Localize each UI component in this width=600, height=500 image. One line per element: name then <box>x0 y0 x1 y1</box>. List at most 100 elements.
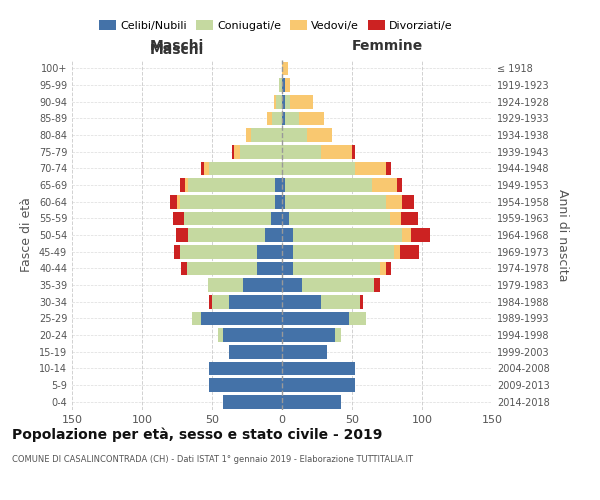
Bar <box>245 128 251 142</box>
Bar <box>401 212 418 225</box>
Bar <box>352 145 355 158</box>
Bar <box>282 312 349 325</box>
Bar <box>307 128 332 142</box>
Bar <box>282 78 285 92</box>
Bar <box>411 228 430 242</box>
Bar <box>201 162 203 175</box>
Bar <box>282 112 285 125</box>
Text: Femmine: Femmine <box>352 39 422 53</box>
Bar <box>187 262 257 275</box>
Bar <box>209 162 282 175</box>
Bar <box>271 212 282 225</box>
Bar <box>235 145 240 158</box>
Bar <box>218 328 223 342</box>
Bar <box>403 195 413 208</box>
Text: Popolazione per età, sesso e stato civile - 2019: Popolazione per età, sesso e stato civil… <box>12 428 382 442</box>
Bar <box>371 178 397 192</box>
Bar <box>240 145 282 158</box>
Bar <box>180 245 257 258</box>
Bar <box>282 162 355 175</box>
Bar <box>212 295 229 308</box>
Bar <box>180 178 185 192</box>
Bar <box>282 345 327 358</box>
Bar <box>188 228 265 242</box>
Bar <box>282 245 293 258</box>
Bar <box>285 195 386 208</box>
Bar <box>282 62 287 75</box>
Bar <box>173 212 184 225</box>
Bar <box>274 95 277 108</box>
Bar <box>282 128 307 142</box>
Bar <box>174 245 180 258</box>
Bar <box>321 145 352 158</box>
Bar <box>302 278 374 292</box>
Bar <box>403 228 411 242</box>
Bar <box>184 212 271 225</box>
Bar <box>229 295 282 308</box>
Bar <box>361 295 363 308</box>
Bar <box>285 95 290 108</box>
Bar <box>208 278 243 292</box>
Bar <box>193 312 201 325</box>
Bar <box>386 195 403 208</box>
Bar <box>282 378 355 392</box>
Bar <box>282 278 302 292</box>
Bar <box>251 128 282 142</box>
Bar <box>282 328 335 342</box>
Bar <box>335 328 341 342</box>
Bar <box>265 228 282 242</box>
Bar <box>386 162 391 175</box>
Bar <box>390 212 401 225</box>
Bar <box>285 112 299 125</box>
Bar <box>394 245 400 258</box>
Bar <box>223 328 282 342</box>
Bar <box>282 178 285 192</box>
Bar <box>229 345 282 358</box>
Bar <box>285 178 371 192</box>
Bar <box>282 228 293 242</box>
Bar <box>181 262 187 275</box>
Bar <box>282 262 293 275</box>
Bar <box>282 212 289 225</box>
Bar <box>290 95 313 108</box>
Bar <box>279 78 282 92</box>
Bar <box>282 395 341 408</box>
Bar <box>386 262 391 275</box>
Bar <box>177 195 180 208</box>
Bar <box>275 195 282 208</box>
Bar <box>257 262 282 275</box>
Bar <box>282 295 321 308</box>
Bar <box>285 78 290 92</box>
Bar <box>209 378 282 392</box>
Text: Maschi: Maschi <box>150 39 204 53</box>
Bar <box>277 95 282 108</box>
Bar <box>282 195 285 208</box>
Bar <box>349 312 366 325</box>
Bar <box>180 195 275 208</box>
Bar <box>232 145 235 158</box>
Bar <box>188 178 275 192</box>
Bar <box>185 178 188 192</box>
Bar <box>355 162 386 175</box>
Bar <box>223 395 282 408</box>
Bar <box>282 95 285 108</box>
Bar <box>400 245 419 258</box>
Bar <box>170 195 177 208</box>
Y-axis label: Fasce di età: Fasce di età <box>20 198 33 272</box>
Bar <box>272 112 282 125</box>
Bar <box>282 145 321 158</box>
Bar <box>380 262 386 275</box>
Bar <box>209 362 282 375</box>
Bar <box>293 228 403 242</box>
Text: COMUNE DI CASALINCONTRADA (CH) - Dati ISTAT 1° gennaio 2019 - Elaborazione TUTTI: COMUNE DI CASALINCONTRADA (CH) - Dati IS… <box>12 455 413 464</box>
Bar <box>176 228 188 242</box>
Bar <box>201 312 282 325</box>
Text: Maschi: Maschi <box>150 42 204 56</box>
Bar <box>289 212 390 225</box>
Bar <box>257 245 282 258</box>
Bar <box>293 245 394 258</box>
Legend: Celibi/Nubili, Coniugati/e, Vedovi/e, Divorziati/e: Celibi/Nubili, Coniugati/e, Vedovi/e, Di… <box>95 16 457 35</box>
Bar <box>203 162 209 175</box>
Bar <box>299 112 324 125</box>
Bar <box>397 178 403 192</box>
